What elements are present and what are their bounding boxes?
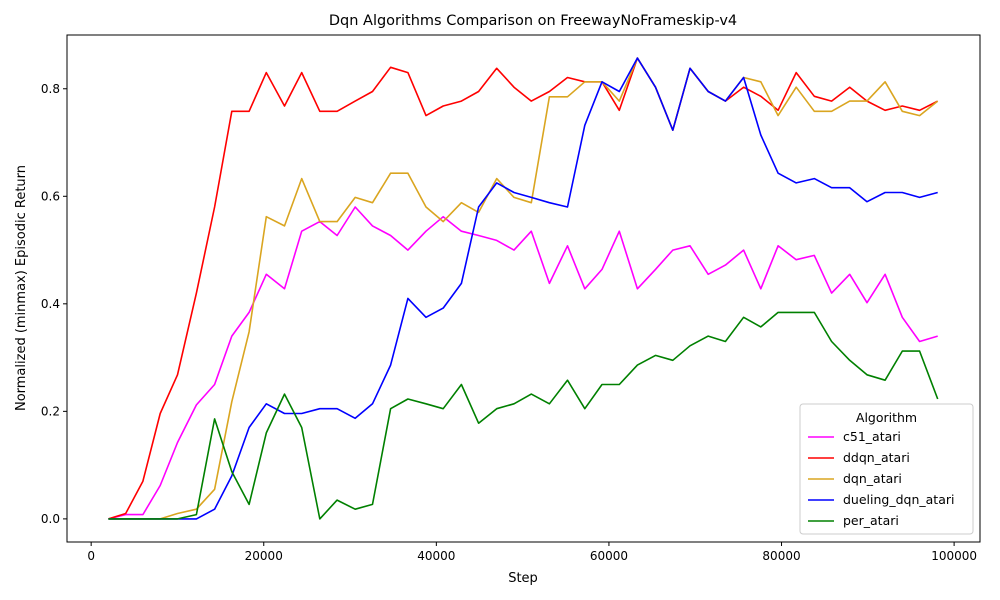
legend-box — [799, 403, 974, 535]
legend-label: dqn_atari — [843, 471, 902, 486]
y-tick-label: 0.2 — [41, 404, 60, 418]
chart-title: Dqn Algorithms Comparison on FreewayNoFr… — [329, 13, 737, 29]
series-line-c51_atari — [108, 206, 938, 520]
legend-label: c51_atari — [843, 429, 901, 444]
y-tick-label: 0.6 — [41, 189, 60, 203]
series-line-dqn_atari — [108, 57, 939, 520]
legend-label: dueling_dqn_atari — [843, 492, 954, 507]
axes-frame — [66, 34, 981, 543]
legend: Algorithm c51_atari ddqn_atari dqn_ataridue… — [799, 403, 974, 535]
y-tick-label: 0.8 — [41, 82, 60, 96]
series-line-dueling_dqn_atari — [108, 57, 938, 520]
legend-title: Algorithm — [856, 410, 917, 425]
x-tick-label: 20000 — [245, 549, 283, 563]
y-axis: 0.0 0.2 0.4 0.6 0.8 — [41, 82, 67, 526]
plot-area — [108, 57, 939, 520]
x-tick-label: 60000 — [590, 549, 628, 563]
x-tick-label: 80000 — [762, 549, 800, 563]
x-axis: 0 20000 40000 60000 80000 100000 — [87, 542, 977, 563]
series-line-ddqn_atari — [108, 57, 939, 520]
x-tick-label: 40000 — [417, 549, 455, 563]
legend-label: per_atari — [843, 513, 899, 528]
y-tick-label: 0.4 — [41, 297, 60, 311]
x-tick-label: 0 — [87, 549, 95, 563]
x-tick-label: 100000 — [931, 549, 977, 563]
legend-label: ddqn_atari — [843, 450, 910, 465]
y-tick-label: 0.0 — [41, 512, 60, 526]
x-axis-label: Step — [508, 571, 538, 586]
series-line-per_atari — [108, 311, 939, 520]
y-axis-label: Normalized (minmax) Episodic Return — [14, 165, 29, 411]
